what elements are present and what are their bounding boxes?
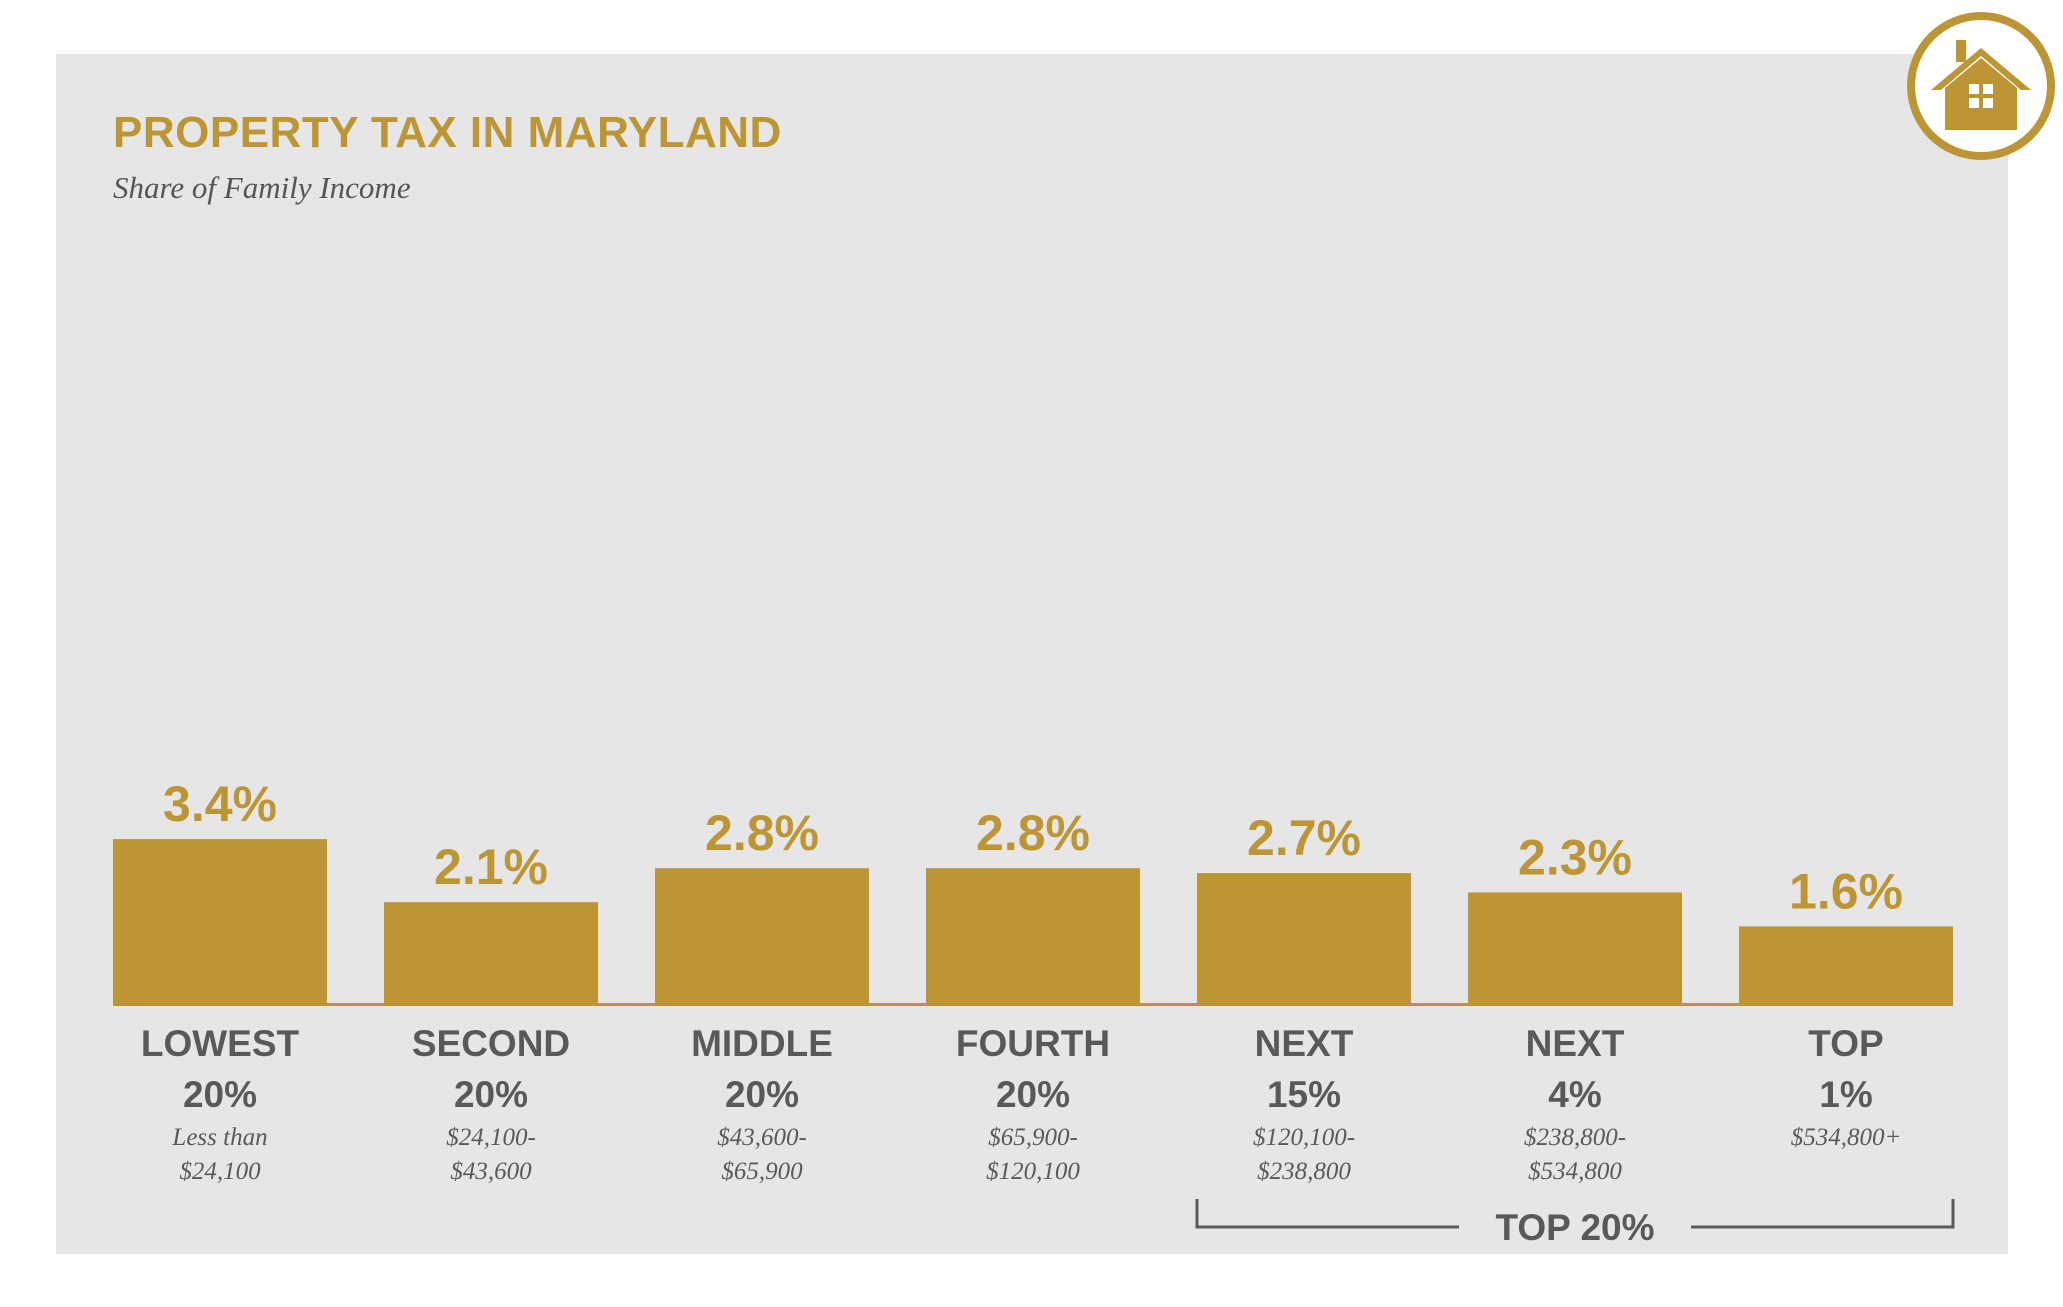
income-range-label: $120,100	[986, 1158, 1080, 1185]
income-range-label: $238,800-	[1524, 1124, 1626, 1151]
income-range-label: Less than	[171, 1124, 267, 1151]
bar	[1197, 873, 1411, 1004]
bar	[655, 868, 869, 1004]
category-label: 4%	[1548, 1074, 1601, 1115]
category-label: NEXT	[1255, 1023, 1354, 1064]
category-label: 20%	[183, 1074, 257, 1115]
category-label: FOURTH	[956, 1023, 1110, 1064]
category-label: 20%	[996, 1074, 1070, 1115]
category-label: LOWEST	[141, 1023, 300, 1064]
data-label: 2.3%	[1518, 829, 1632, 885]
chart-title: PROPERTY TAX IN MARYLAND	[113, 108, 782, 157]
category-label: 1%	[1819, 1074, 1872, 1115]
income-range-label: $120,100-	[1253, 1124, 1355, 1151]
bracket-left	[1195, 1199, 1459, 1229]
income-range-label: $65,900	[721, 1158, 803, 1185]
data-label: 2.8%	[976, 805, 1090, 861]
income-range-label: $24,100-	[446, 1124, 536, 1151]
income-range-label: $534,800+	[1791, 1124, 1902, 1151]
chart-subtitle: Share of Family Income	[113, 170, 411, 205]
group-label: TOP 20%	[1495, 1207, 1654, 1248]
income-range-label: $43,600-	[717, 1124, 807, 1151]
bar	[1468, 892, 1682, 1004]
income-range-label: $65,900-	[988, 1124, 1078, 1151]
category-label: NEXT	[1526, 1023, 1625, 1064]
bar	[926, 868, 1140, 1004]
bar	[384, 902, 598, 1004]
chart-panel	[56, 54, 2008, 1254]
category-label: 15%	[1267, 1074, 1341, 1115]
category-label: 20%	[725, 1074, 799, 1115]
income-range-label: $238,800	[1257, 1158, 1351, 1185]
bracket-right	[1691, 1199, 1955, 1229]
category-label: SECOND	[412, 1023, 570, 1064]
data-label: 2.8%	[705, 805, 819, 861]
category-label: 20%	[454, 1074, 528, 1115]
data-label: 2.1%	[434, 839, 548, 895]
category-label: MIDDLE	[691, 1023, 833, 1064]
income-range-label: $24,100	[179, 1158, 261, 1185]
data-label: 1.6%	[1789, 863, 1903, 919]
income-range-label: $534,800	[1528, 1158, 1622, 1185]
category-label: TOP	[1808, 1023, 1883, 1064]
data-label: 2.7%	[1247, 810, 1361, 866]
data-label: 3.4%	[163, 776, 277, 832]
bar	[1739, 926, 1953, 1004]
bar	[113, 839, 327, 1004]
income-range-label: $43,600	[450, 1158, 532, 1185]
